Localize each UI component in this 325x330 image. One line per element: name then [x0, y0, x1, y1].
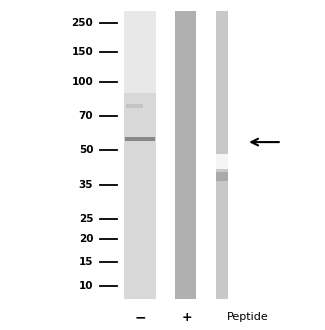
Text: 70: 70 — [79, 111, 93, 121]
Text: 150: 150 — [72, 47, 93, 57]
Bar — [216, 11, 228, 299]
Bar — [125, 137, 155, 141]
Text: 50: 50 — [79, 145, 93, 155]
Bar — [126, 105, 143, 108]
Bar — [124, 11, 156, 93]
Bar — [175, 11, 196, 299]
Text: 35: 35 — [79, 180, 93, 190]
Text: 25: 25 — [79, 214, 93, 224]
Text: 15: 15 — [79, 256, 93, 267]
Bar — [216, 172, 228, 182]
Text: 250: 250 — [72, 18, 93, 28]
Text: 10: 10 — [79, 281, 93, 291]
Text: Peptide: Peptide — [227, 312, 269, 322]
Text: +: + — [181, 311, 192, 324]
Text: −: − — [134, 310, 146, 324]
Text: 20: 20 — [79, 234, 93, 244]
Text: 100: 100 — [72, 77, 93, 86]
Bar — [124, 11, 156, 299]
Bar — [216, 154, 228, 169]
